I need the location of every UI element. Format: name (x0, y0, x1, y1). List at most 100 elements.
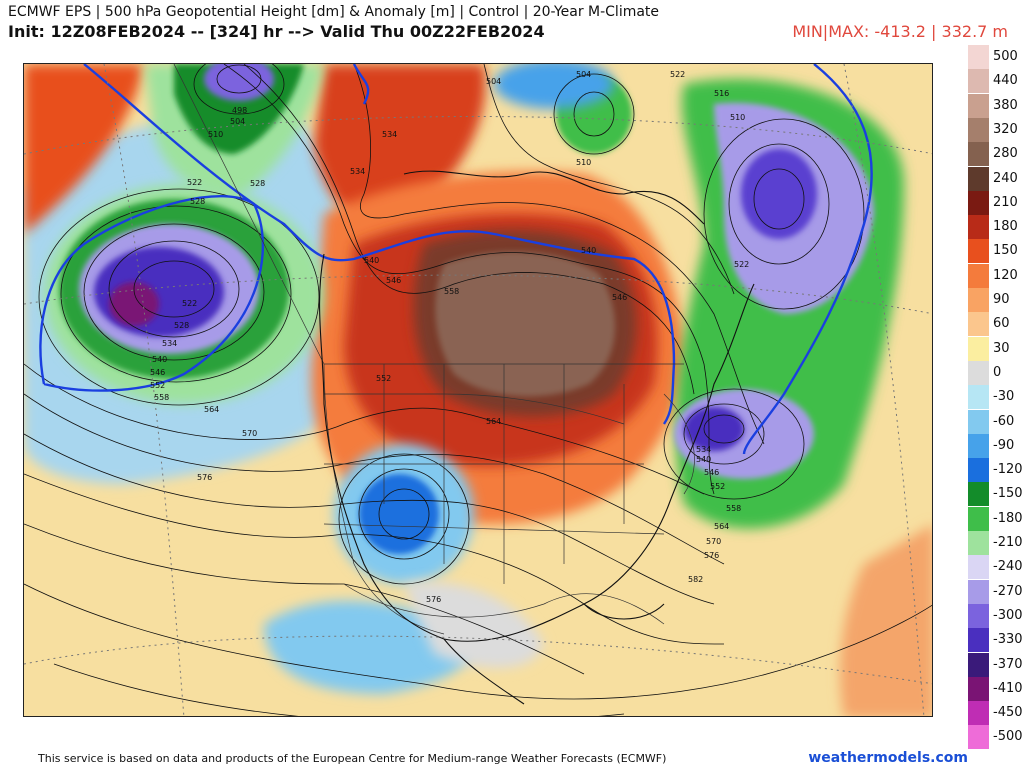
legend-level: -300 (968, 603, 1024, 628)
contour-label: 522 (670, 70, 685, 79)
contour-label: 570 (706, 537, 721, 546)
contour-label: 534 (696, 445, 711, 454)
legend-swatch (968, 531, 989, 555)
legend-swatch (968, 725, 989, 750)
legend-swatch (968, 628, 989, 653)
contour-label: 498 (232, 106, 247, 115)
contour-label: 504 (486, 77, 501, 86)
contour-label: 522 (734, 260, 749, 269)
legend-level: -90 (968, 433, 1024, 458)
contour-label: 546 (150, 368, 165, 377)
legend-level: 500 (968, 45, 1024, 69)
contour-label: 570 (242, 429, 257, 438)
chart-title: ECMWF EPS | 500 hPa Geopotential Height … (8, 4, 660, 20)
legend-label: -30 (993, 389, 1015, 405)
legend-label: -90 (993, 437, 1015, 453)
legend-label: 280 (993, 146, 1018, 162)
legend-label: -120 (993, 462, 1023, 478)
contour-label: 540 (364, 256, 379, 265)
anomaly-map[interactable]: 504 504 522 498 504 510 534 516 510 522 528 528 534 5… (23, 63, 933, 717)
contour-label: 540 (581, 246, 596, 255)
legend-label: 210 (993, 194, 1018, 210)
legend-level: 90 (968, 288, 1024, 312)
legend-label: 150 (993, 243, 1018, 259)
legend-label: -300 (993, 607, 1023, 623)
legend-swatch (968, 69, 989, 94)
contour-label: 546 (386, 276, 401, 285)
contour-label: 564 (204, 405, 219, 414)
legend-label: -270 (993, 583, 1023, 599)
legend-label: -450 (993, 705, 1023, 721)
contour-label: 510 (208, 130, 223, 139)
legend-label: -330 (993, 632, 1023, 648)
legend-level: 60 (968, 312, 1024, 337)
legend-level: -180 (968, 506, 1024, 531)
contour-label: 534 (162, 339, 177, 348)
contour-label: 528 (250, 179, 265, 188)
legend-label: 180 (993, 219, 1018, 235)
legend-level: -450 (968, 701, 1024, 726)
contour-label: 582 (688, 575, 703, 584)
contour-label: 552 (150, 381, 165, 390)
data-source-disclaimer: This service is based on data and produc… (38, 752, 667, 765)
legend-level: -150 (968, 482, 1024, 507)
contour-label: 558 (444, 287, 459, 296)
legend-level: -210 (968, 531, 1024, 555)
legend-level: 30 (968, 336, 1024, 361)
legend-swatch (968, 385, 989, 410)
contour-label: 534 (382, 130, 397, 139)
legend-level: 280 (968, 142, 1024, 167)
contour-label: 534 (350, 167, 365, 176)
legend-swatch (968, 45, 989, 69)
legend-swatch (968, 166, 989, 191)
contour-label: 552 (710, 482, 725, 491)
legend-swatch (968, 433, 989, 458)
legend-swatch (968, 360, 989, 385)
legend-swatch (968, 482, 989, 507)
legend-level: -410 (968, 676, 1024, 701)
legend-label: 240 (993, 170, 1018, 186)
legend-level: -60 (968, 409, 1024, 434)
contour-label: 540 (696, 455, 711, 464)
legend-level: 120 (968, 263, 1024, 288)
contour-label: 552 (376, 374, 391, 383)
legend-level: -330 (968, 628, 1024, 653)
legend-swatch (968, 190, 989, 215)
contour-label: 576 (426, 595, 441, 604)
legend-label: -240 (993, 559, 1023, 575)
legend-label: -60 (993, 413, 1015, 429)
legend-label: -410 (993, 680, 1023, 696)
legend-level: 380 (968, 93, 1024, 118)
legend-level: -370 (968, 652, 1024, 677)
legend-swatch (968, 93, 989, 118)
contour-label: 510 (576, 158, 591, 167)
legend-swatch (968, 409, 989, 434)
init-valid-line: Init: 12Z08FEB2024 -- [324] hr --> Valid… (8, 22, 545, 41)
legend-swatch (968, 458, 989, 483)
legend-label: 60 (993, 316, 1010, 332)
contour-label: 558 (726, 504, 741, 513)
legend-swatch (968, 215, 989, 240)
legend-swatch (968, 701, 989, 726)
legend-label: -210 (993, 535, 1023, 550)
coastlines (319, 170, 755, 705)
legend-level: 0 (968, 360, 1024, 385)
legend-label: 440 (993, 73, 1018, 89)
min-max-readout: MIN|MAX: -413.2 | 332.7 m (792, 22, 1008, 41)
contour-label: 540 (152, 355, 167, 364)
site-link[interactable]: weathermodels.com (808, 750, 968, 766)
contour-label: 564 (714, 522, 729, 531)
contour-label: 546 (612, 293, 627, 302)
contour-label: 528 (190, 197, 205, 206)
contour-540-line (39, 64, 873, 455)
legend-swatch (968, 263, 989, 288)
contour-label: 516 (714, 89, 729, 98)
legend-level: -30 (968, 385, 1024, 410)
contour-label: 528 (174, 321, 189, 330)
political-borders (173, 64, 695, 635)
legend-swatch (968, 312, 989, 337)
legend-label: 380 (993, 97, 1018, 113)
legend-label: 0 (993, 364, 1002, 380)
contour-label: 522 (182, 299, 197, 308)
legend-level: -270 (968, 579, 1024, 604)
